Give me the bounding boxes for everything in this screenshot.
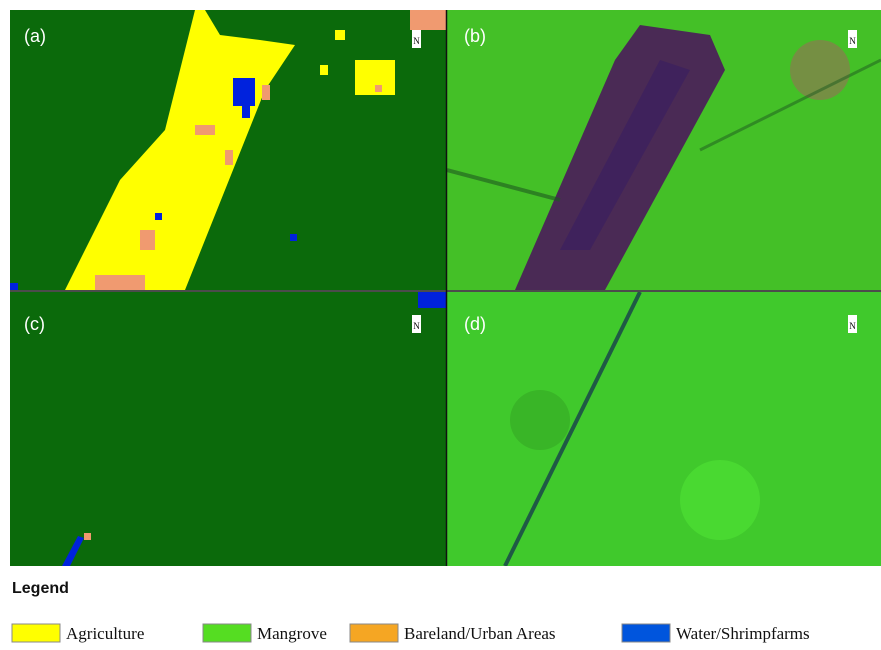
- panel-label: (d): [464, 314, 486, 334]
- north-label: N: [849, 321, 856, 331]
- legend-item: Bareland/Urban Areas: [404, 624, 556, 643]
- figure: N N N N (a) (b) (c) (d) Legend Agricultu…: [0, 0, 881, 650]
- panel-label: (b): [464, 26, 486, 46]
- legend-item: Mangrove: [257, 624, 327, 643]
- legend-item: Water/Shrimpfarms: [676, 624, 810, 643]
- map-c: [10, 292, 446, 566]
- north-label: N: [413, 321, 420, 331]
- panel-label: (c): [24, 314, 45, 334]
- image-b: [447, 10, 881, 290]
- north-label: N: [413, 36, 420, 46]
- image-d: [447, 292, 881, 566]
- map-a: [10, 10, 446, 291]
- legend-title: Legend: [12, 580, 69, 597]
- legend-item: Agriculture: [66, 624, 144, 643]
- panel-label: (a): [24, 26, 46, 46]
- north-label: N: [849, 36, 856, 46]
